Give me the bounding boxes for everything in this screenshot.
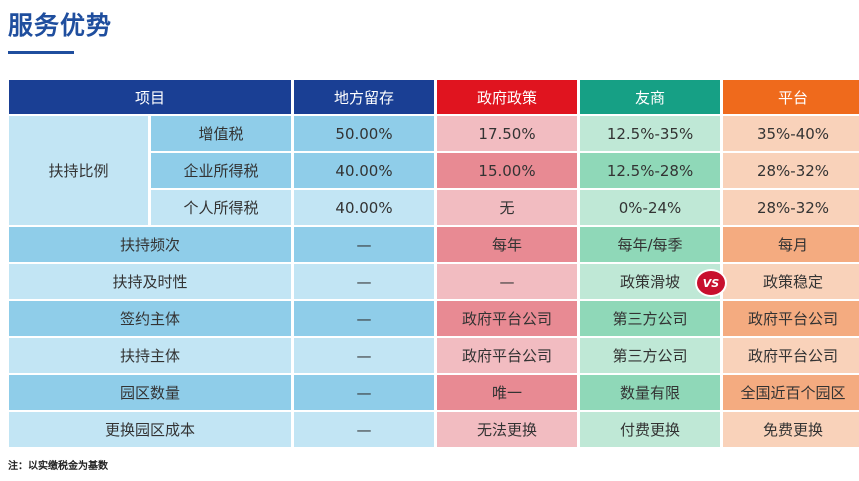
page-title: 服务优势 — [8, 11, 113, 40]
cell-local: 40.00% — [294, 153, 435, 188]
cell-platform: 政府平台公司 — [723, 338, 859, 373]
table-row: 扶持主体 — 政府平台公司 第三方公司 政府平台公司 — [9, 338, 859, 373]
cell-friend: 付费更换 — [580, 412, 721, 447]
cell-local: — — [294, 412, 435, 447]
cell-local: — — [294, 338, 435, 373]
row-label: 园区数量 — [9, 375, 292, 410]
cell-local: — — [294, 301, 435, 336]
title-underline — [8, 51, 74, 54]
table-row: 企业所得税 40.00% 15.00% 12.5%-28% 28%-32% — [9, 153, 859, 188]
row-label: 增值税 — [151, 116, 292, 151]
cell-gov: 每年 — [437, 227, 578, 262]
cell-platform: 免费更换 — [723, 412, 859, 447]
cell-local: — — [294, 264, 435, 299]
cell-gov: 唯一 — [437, 375, 578, 410]
row-label: 签约主体 — [9, 301, 292, 336]
cell-platform: 35%-40% — [723, 116, 859, 151]
cell-friend: 数量有限 — [580, 375, 721, 410]
header-row: 项目 地方留存 政府政策 友商 平台 — [9, 80, 859, 114]
row-label: 扶持及时性 — [9, 264, 292, 299]
header-item: 项目 — [9, 80, 292, 114]
table-row: 签约主体 — 政府平台公司 第三方公司 政府平台公司 — [9, 301, 859, 336]
header-local: 地方留存 — [294, 80, 435, 114]
cell-platform: 政府平台公司 — [723, 301, 859, 336]
table-row: 更换园区成本 — 无法更换 付费更换 免费更换 — [9, 412, 859, 447]
comparison-table: 项目 地方留存 政府政策 友商 平台 扶持比例 增值税 50.00% 17.50… — [6, 78, 859, 449]
cell-platform: 28%-32% — [723, 153, 859, 188]
cell-friend: 每年/每季 — [580, 227, 721, 262]
table-row: 个人所得税 40.00% 无 0%-24% 28%-32% — [9, 190, 859, 225]
cell-friend: 0%-24% — [580, 190, 721, 225]
header-gov: 政府政策 — [437, 80, 578, 114]
cell-friend: 12.5%-35% — [580, 116, 721, 151]
cell-gov: 15.00% — [437, 153, 578, 188]
row-label: 个人所得税 — [151, 190, 292, 225]
cell-platform: 每月 — [723, 227, 859, 262]
cell-gov: 17.50% — [437, 116, 578, 151]
table-row: 园区数量 — 唯一 数量有限 全国近百个园区 — [9, 375, 859, 410]
footnote: 注：以实缴税金为基数 — [8, 461, 108, 472]
cell-platform: 28%-32% — [723, 190, 859, 225]
support-ratio-label: 扶持比例 — [9, 116, 148, 225]
cell-local: — — [294, 375, 435, 410]
cell-friend: 12.5%-28% — [580, 153, 721, 188]
row-label: 企业所得税 — [151, 153, 292, 188]
table-row: 扶持及时性 — — 政策滑坡 政策稳定 — [9, 264, 859, 299]
header-platform: 平台 — [723, 80, 859, 114]
table-row: 扶持比例 增值税 50.00% 17.50% 12.5%-35% 35%-40% — [9, 116, 859, 225]
cell-gov: — — [437, 264, 578, 299]
cell-gov: 政府平台公司 — [437, 301, 578, 336]
vs-badge: VS — [695, 269, 727, 297]
cell-gov: 政府平台公司 — [437, 338, 578, 373]
row-label: 更换园区成本 — [9, 412, 292, 447]
cell-gov: 无 — [437, 190, 578, 225]
header-friend: 友商 — [580, 80, 721, 114]
cell-local: — — [294, 227, 435, 262]
cell-platform: 全国近百个园区 — [723, 375, 859, 410]
cell-gov: 无法更换 — [437, 412, 578, 447]
row-label: 扶持频次 — [9, 227, 292, 262]
cell-friend: 第三方公司 — [580, 338, 721, 373]
cell-local: 40.00% — [294, 190, 435, 225]
cell-friend: 第三方公司 — [580, 301, 721, 336]
table-row: 扶持频次 — 每年 每年/每季 每月 — [9, 227, 859, 262]
row-label: 扶持主体 — [9, 338, 292, 373]
cell-local: 50.00% — [294, 116, 435, 151]
cell-platform: 政策稳定 — [723, 264, 859, 299]
